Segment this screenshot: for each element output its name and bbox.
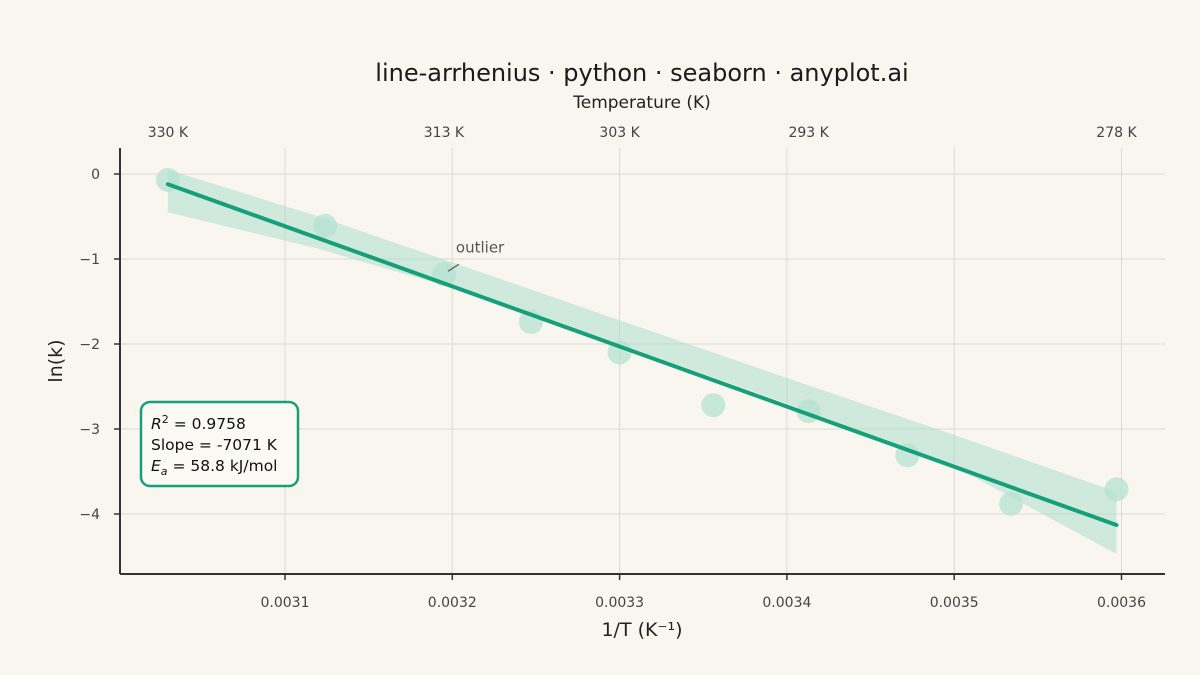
x-tick-label-5: 0.0036 [1097,595,1146,611]
x-tick-label-0: 0.0031 [261,595,310,611]
ea-symbol: E [151,457,161,475]
data-point-5 [701,393,726,418]
y-tick-label-1: −1 [79,252,100,268]
confidence-band [167,169,1117,555]
axes [119,148,1165,575]
top-tick-label-0: 330 K [148,125,189,141]
x-axis-label: 1/T (K⁻¹) [601,619,682,641]
regression-line [165,182,1119,528]
outlier-annotation: outlier [447,238,505,272]
data-point-8 [999,491,1024,516]
slope-text: Slope = -7071 K [151,436,278,454]
data-point-9 [1104,477,1129,502]
r-squared-text: R2 = 0.9758 [151,413,246,433]
r-squared-value: = 0.9758 [169,415,246,433]
r-squared-symbol: R [151,415,162,433]
stats-box: R2 = 0.9758 Slope = -7071 K Ea = 58.8 kJ… [139,400,300,488]
top-ticks: 330 K 313 K 303 K 293 K 278 K [148,125,1138,141]
x-ticks: 0.0031 0.0032 0.0033 0.0034 0.0035 0.0036 [261,574,1146,611]
x-tick-label-4: 0.0035 [930,595,979,611]
top-tick-label-3: 293 K [788,125,829,141]
activation-energy-text: Ea = 58.8 kJ/mol [151,457,278,478]
y-tick-label-3: −3 [79,422,100,438]
chart-title: line-arrhenius · python · seaborn · anyp… [375,59,908,87]
x-tick-label-1: 0.0032 [428,595,477,611]
confidence-band-layer [167,169,1117,555]
fit-line-layer [165,182,1119,528]
data-point-1 [313,213,338,238]
y-tick-label-0: 0 [91,167,100,183]
top-tick-label-4: 278 K [1096,125,1137,141]
stats-box-frame [139,400,300,488]
r-squared-exponent: 2 [162,413,169,426]
y-axis-label: ln(k) [45,339,67,382]
y-tick-label-4: −4 [79,507,100,523]
annotation-pointer [447,263,460,272]
top-axis-label: Temperature (K) [572,93,711,113]
top-tick-label-2: 303 K [599,125,640,141]
x-tick-label-2: 0.0033 [595,595,644,611]
annotation-label: outlier [456,238,505,256]
y-tick-label-2: −2 [79,337,100,353]
data-point-4 [607,340,632,365]
ea-subscript: a [161,465,168,478]
top-tick-label-1: 313 K [424,125,465,141]
x-tick-label-3: 0.0034 [762,595,811,611]
y-ticks: 0 −1 −2 −3 −4 [79,167,120,523]
ea-value: = 58.8 kJ/mol [168,457,278,475]
